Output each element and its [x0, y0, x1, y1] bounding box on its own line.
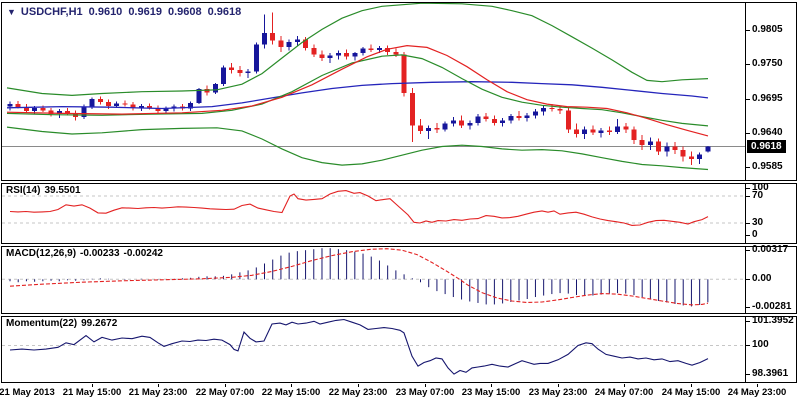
x-axis-label: 22 May 15:00: [261, 387, 321, 398]
y-axis-label: 70: [752, 190, 764, 201]
time-axis[interactable]: 21 May 2013 21 May 15:00 21 May 23:00 22 Ma…: [0, 384, 800, 400]
momentum-label: Momentum(22) 99.2672: [6, 318, 121, 329]
x-axis-label: 22 May 23:00: [328, 387, 388, 398]
indicator-name: RSI(14): [6, 185, 41, 196]
y-axis-label: 101.3952: [752, 315, 794, 326]
symbol-period-label: USDCHF,H1: [20, 6, 83, 18]
y-axis-tick: [745, 167, 750, 168]
indicator-value: 99.2672: [81, 318, 118, 329]
x-axis-label: 21 May 15:00: [62, 387, 122, 398]
x-axis-label: 24 May 15:00: [661, 387, 721, 398]
x-axis-label: 21 May 23:00: [128, 387, 188, 398]
y-axis-tick: [745, 223, 750, 224]
rsi-chart-area[interactable]: [2, 184, 746, 243]
x-axis-label: 23 May 07:00: [395, 387, 455, 398]
y-axis-label: 0.9695: [752, 93, 783, 104]
momentum-panel: Momentum(22) 99.2672 101.3952 100 98.3961: [1, 315, 797, 383]
chart-header: ▼ USDCHF,H1 0.9610 0.9619 0.9608 0.9618: [7, 6, 241, 18]
x-axis-tick: [358, 384, 359, 387]
indicator-value: 39.5501: [44, 185, 81, 196]
macd-value: -0.00233: [80, 248, 120, 259]
y-axis-label: 98.3961: [752, 368, 789, 379]
price-axis-separator: [745, 184, 746, 243]
x-axis-label: 24 May 23:00: [727, 387, 787, 398]
low-value: 0.9608: [167, 6, 202, 18]
x-axis-tick: [291, 384, 292, 387]
x-axis-tick: [425, 384, 426, 387]
y-axis-tick: [745, 307, 750, 308]
y-axis-label: 0: [752, 229, 758, 240]
y-axis-tick: [745, 345, 750, 346]
price-axis-separator: [745, 317, 746, 382]
high-value: 0.9619: [128, 6, 162, 18]
macd-label: MACD(12,26,9) -0.00233 -0.00242: [6, 248, 167, 259]
candlestick-chart-area[interactable]: [2, 3, 746, 180]
y-axis-tick: [745, 196, 750, 197]
price-axis-separator: [745, 247, 746, 313]
x-axis-tick: [558, 384, 559, 387]
y-axis-label: 0.9640: [752, 127, 783, 138]
close-value: 0.9618: [207, 6, 242, 18]
x-axis-tick: [624, 384, 625, 387]
price-axis-separator: [745, 3, 746, 180]
y-axis-tick: [745, 64, 750, 65]
y-axis-tick: [745, 99, 750, 100]
x-axis-label: 21 May 2013: [0, 387, 55, 398]
x-axis-tick: [757, 384, 758, 387]
x-axis-tick: [92, 384, 93, 387]
macd-chart-area[interactable]: [2, 247, 746, 313]
x-axis-label: 23 May 23:00: [528, 387, 588, 398]
x-axis-tick: [691, 384, 692, 387]
rsi-panel: RSI(14) 39.5501 100 70 30 0: [1, 182, 797, 244]
collapse-arrow-icon[interactable]: ▼: [7, 7, 16, 17]
main-chart-panel: ▼ USDCHF,H1 0.9610 0.9619 0.9608 0.9618 0.961…: [1, 2, 797, 181]
y-axis-label: 0.00: [752, 273, 772, 284]
y-axis-tick: [745, 250, 750, 251]
x-axis-tick: [225, 384, 226, 387]
y-axis-tick: [745, 133, 750, 134]
x-axis-label: 24 May 07:00: [594, 387, 654, 398]
y-axis-label: 0.9585: [752, 161, 783, 172]
y-axis-label: 100: [752, 182, 769, 193]
indicator-name: MACD(12,26,9): [6, 248, 77, 259]
current-price-marker: 0.9618: [747, 139, 786, 153]
y-axis-tick: [745, 321, 750, 322]
y-axis-tick: [745, 279, 750, 280]
y-axis-tick: [745, 374, 750, 375]
y-axis-label: 0.00317: [752, 244, 789, 255]
x-axis-label: 23 May 15:00: [461, 387, 521, 398]
indicator-name: Momentum(22): [6, 318, 78, 329]
macd-panel: MACD(12,26,9) -0.00233 -0.00242 0.00317 0.0…: [1, 244, 797, 314]
x-axis-tick: [158, 384, 159, 387]
y-axis-label: -0.00281: [752, 301, 792, 312]
y-axis-tick: [745, 235, 750, 236]
y-axis-tick: [745, 30, 750, 31]
signal-value: -0.00242: [123, 248, 163, 259]
open-value: 0.9610: [88, 6, 123, 18]
rsi-label: RSI(14) 39.5501: [6, 185, 85, 196]
y-axis-label: 0.9750: [752, 58, 783, 69]
x-axis-label: 22 May 07:00: [195, 387, 255, 398]
y-axis-tick: [745, 188, 750, 189]
y-axis-label: 100: [752, 339, 769, 350]
y-axis-label: 0.9805: [752, 24, 783, 35]
momentum-chart-area[interactable]: [2, 317, 746, 382]
y-axis-label: 30: [752, 217, 764, 228]
x-axis-tick: [491, 384, 492, 387]
